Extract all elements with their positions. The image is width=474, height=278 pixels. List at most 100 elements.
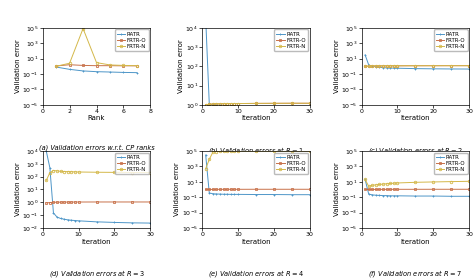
FRTR-N xyxy=(224,150,230,153)
FRTR-N xyxy=(232,102,237,105)
Text: (c) Validation errors at $R = 2$: (c) Validation errors at $R = 2$ xyxy=(368,145,463,156)
Text: (d) Validation errors at $R = 3$: (d) Validation errors at $R = 3$ xyxy=(49,268,145,278)
FRTR-N xyxy=(394,64,400,68)
FRTR-N xyxy=(47,171,53,174)
FRTR-N xyxy=(210,150,216,154)
FRTR-N xyxy=(369,183,375,187)
RATR xyxy=(271,193,277,196)
RATR xyxy=(387,194,393,197)
FRTR-N xyxy=(44,179,49,182)
FRTR-O xyxy=(448,64,454,67)
FRTR-O xyxy=(412,64,418,67)
FRTR-N xyxy=(217,102,223,105)
FRTR-O xyxy=(44,201,49,205)
FRTR-O xyxy=(80,64,86,67)
RATR xyxy=(380,194,386,197)
FRTR-N xyxy=(387,64,393,68)
RATR xyxy=(235,104,241,108)
FRTR-N xyxy=(307,101,313,105)
FRTR-O xyxy=(210,188,216,191)
FRTR-O xyxy=(147,200,153,204)
RATR xyxy=(221,193,227,196)
FRTR-N xyxy=(253,150,259,153)
Line: FRTR-N: FRTR-N xyxy=(45,169,152,182)
FRTR-O xyxy=(253,102,259,105)
FRTR-O xyxy=(228,188,234,191)
FRTR-O xyxy=(203,188,209,191)
FRTR-O xyxy=(224,102,230,105)
Text: (f) Validation errors at $R = 7$: (f) Validation errors at $R = 7$ xyxy=(368,268,462,278)
FRTR-O xyxy=(380,64,386,68)
Text: (a) Validation errors w.r.t. CP ranks: (a) Validation errors w.r.t. CP ranks xyxy=(39,145,155,152)
Line: FRTR-O: FRTR-O xyxy=(55,63,138,67)
RATR xyxy=(369,64,375,68)
FRTR-N xyxy=(94,171,100,174)
RATR xyxy=(207,191,212,195)
Line: FRTR-N: FRTR-N xyxy=(364,178,471,188)
FRTR-N xyxy=(373,183,379,187)
FRTR-N xyxy=(67,61,73,65)
FRTR-N xyxy=(387,182,393,185)
RATR xyxy=(47,166,53,169)
Line: FRTR-O: FRTR-O xyxy=(364,188,471,191)
Text: (b) Validation errors at $R = 1$: (b) Validation errors at $R = 1$ xyxy=(208,145,304,156)
FRTR-N xyxy=(228,150,234,153)
FRTR-O xyxy=(253,188,259,191)
RATR xyxy=(69,219,74,222)
RATR xyxy=(207,102,212,106)
FRTR-N xyxy=(307,150,313,153)
RATR xyxy=(253,193,259,196)
RATR xyxy=(307,193,313,196)
FRTR-O xyxy=(466,188,472,191)
Line: FRTR-N: FRTR-N xyxy=(364,64,471,68)
FRTR-O xyxy=(217,102,223,105)
FRTR-O xyxy=(412,188,418,191)
FRTR-O xyxy=(94,200,100,204)
FRTR-O xyxy=(387,188,393,191)
FRTR-O xyxy=(366,64,372,68)
RATR xyxy=(214,103,219,107)
Legend: RATR, FRTR-O, FRTR-N: RATR, FRTR-O, FRTR-N xyxy=(115,29,149,51)
FRTR-N xyxy=(203,103,209,106)
FRTR-O xyxy=(430,188,436,191)
RATR xyxy=(214,192,219,196)
FRTR-N xyxy=(384,64,390,68)
Line: RATR: RATR xyxy=(364,54,471,70)
FRTR-O xyxy=(72,200,78,204)
FRTR-O xyxy=(235,188,241,191)
RATR xyxy=(369,193,375,197)
FRTR-O xyxy=(210,102,216,106)
X-axis label: Iteration: Iteration xyxy=(401,115,430,121)
FRTR-N xyxy=(430,64,436,67)
FRTR-O xyxy=(369,188,375,191)
X-axis label: Iteration: Iteration xyxy=(82,239,111,245)
Y-axis label: Validation error: Validation error xyxy=(334,39,340,93)
FRTR-O xyxy=(366,188,372,191)
RATR xyxy=(51,211,56,215)
FRTR-N xyxy=(112,171,118,174)
FRTR-O xyxy=(58,200,64,204)
FRTR-O xyxy=(377,188,383,191)
Legend: RATR, FRTR-O, FRTR-N: RATR, FRTR-O, FRTR-N xyxy=(434,153,467,174)
Y-axis label: Validation error: Validation error xyxy=(178,39,184,93)
FRTR-N xyxy=(466,64,472,67)
FRTR-N xyxy=(228,102,234,105)
FRTR-O xyxy=(384,188,390,191)
RATR xyxy=(366,192,372,196)
FRTR-O xyxy=(391,188,397,191)
Line: FRTR-O: FRTR-O xyxy=(364,64,471,68)
Line: RATR: RATR xyxy=(55,66,138,74)
FRTR-O xyxy=(207,103,212,106)
FRTR-N xyxy=(107,63,113,67)
FRTR-O xyxy=(377,64,383,68)
RATR xyxy=(430,67,436,71)
RATR xyxy=(203,153,209,157)
FRTR-O xyxy=(373,188,379,191)
Line: FRTR-O: FRTR-O xyxy=(45,201,152,204)
FRTR-O xyxy=(232,188,237,191)
RATR xyxy=(94,220,100,224)
RATR xyxy=(65,218,71,222)
FRTR-N xyxy=(94,61,100,64)
Line: RATR: RATR xyxy=(204,17,311,108)
FRTR-N xyxy=(380,64,386,68)
